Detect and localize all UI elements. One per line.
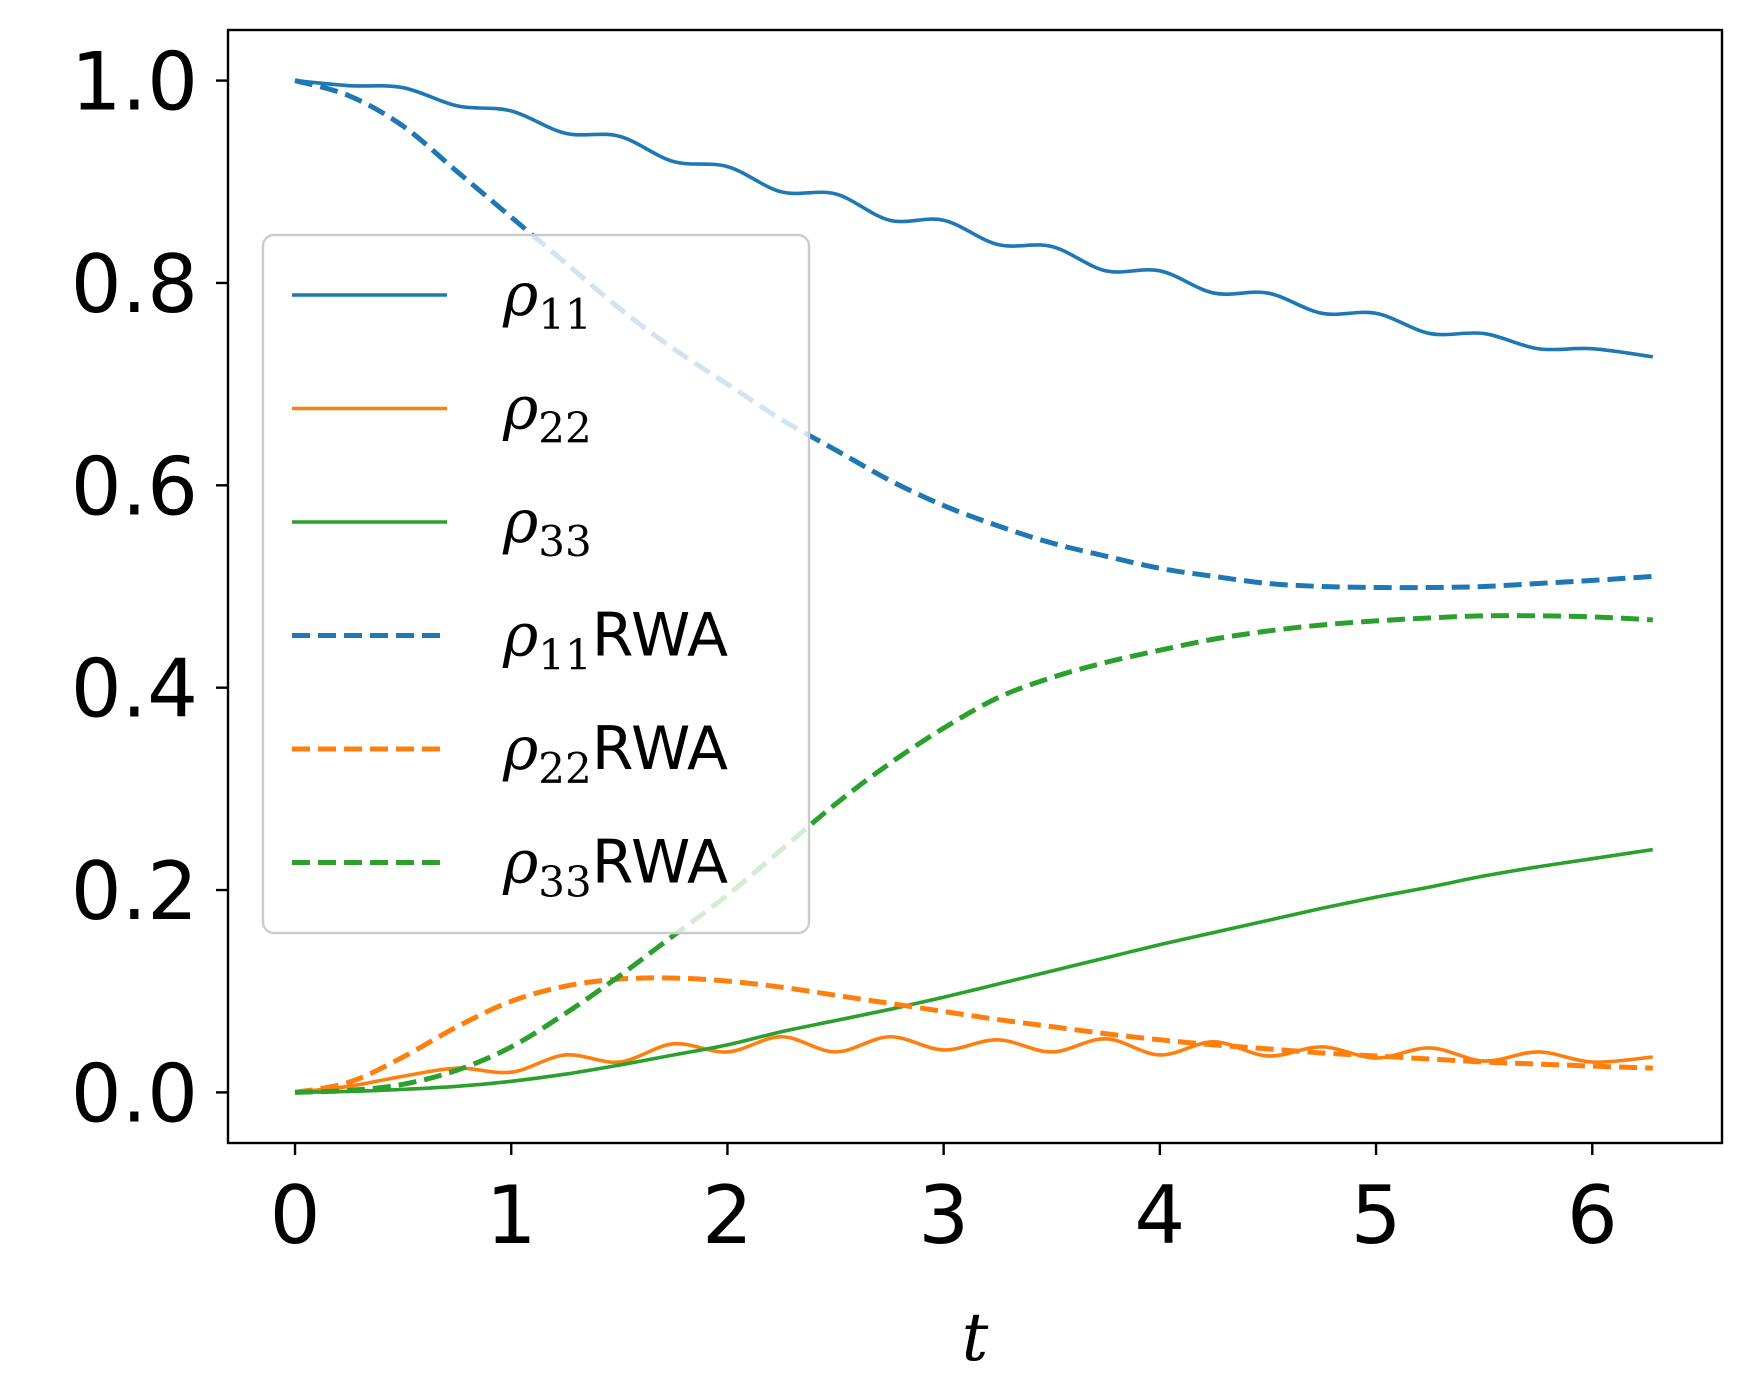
legend-rho-symbol: ρ — [502, 374, 538, 444]
series-line-11rwa-dashed — [294, 78, 1653, 591]
x-tick-label: 4 — [1134, 1169, 1185, 1262]
x-tick-label: 0 — [270, 1169, 321, 1262]
legend-subscript: 11 — [538, 290, 591, 339]
x-tick-label: 1 — [486, 1169, 537, 1262]
legend-entry: ρ11 — [292, 260, 592, 339]
legend-subscript: 22 — [538, 744, 591, 793]
legend-subscript: 33 — [538, 517, 591, 566]
legend-entry: ρ22 — [292, 374, 592, 453]
x-tick-label: 2 — [702, 1169, 753, 1262]
x-tick-label: 3 — [918, 1169, 969, 1262]
legend-rho-symbol: ρ — [502, 601, 538, 671]
legend-label: ρ33RWA — [502, 828, 728, 907]
series-line-11 — [294, 78, 1654, 359]
y-tick-label: 0.6 — [71, 440, 198, 533]
y-tick-label: 0.8 — [71, 238, 198, 331]
y-tick-label: 0.2 — [71, 845, 198, 938]
legend-subscript: 11 — [538, 631, 591, 680]
y-tick-label: 0.0 — [71, 1047, 198, 1140]
legend-rho-symbol: ρ — [502, 714, 538, 784]
legend-entry: ρ33RWA — [292, 828, 728, 907]
legend-suffix: RWA — [592, 714, 728, 784]
series-line-22rwa-dashed — [294, 975, 1653, 1095]
x-tick-label: 6 — [1567, 1169, 1618, 1262]
x-axis-label: t — [962, 1299, 989, 1376]
legend-entry: ρ11RWA — [292, 601, 728, 680]
legend-subscript: 33 — [538, 858, 591, 907]
legend-entry: ρ33 — [292, 487, 592, 566]
legend-label: ρ22RWA — [502, 714, 728, 793]
legend-rho-symbol: ρ — [502, 828, 538, 898]
series-line-33rwa-dashed — [294, 613, 1653, 1095]
legend-subscript: 22 — [538, 404, 591, 453]
legend-label: ρ33 — [502, 487, 592, 566]
y-tick-label: 0.4 — [71, 643, 198, 736]
series-layer — [294, 78, 1654, 1095]
series-line-22 — [294, 1034, 1653, 1095]
axes-frame — [226, 28, 1724, 1145]
legend-entry: ρ22RWA — [292, 714, 728, 793]
legend-rho-symbol: ρ — [502, 487, 538, 557]
y-axis-ticks: 0.0 0.2 0.4 0.6 0.8 1.0 — [71, 36, 228, 1140]
x-tick-label: 5 — [1351, 1169, 1402, 1262]
legend-suffix: RWA — [592, 828, 728, 898]
x-axis-ticks: 0 1 2 3 4 5 6 — [270, 1143, 1618, 1262]
legend-suffix: RWA — [592, 601, 728, 671]
legend-label: ρ22 — [502, 374, 592, 453]
y-tick-label: 1.0 — [71, 36, 198, 129]
series-line-33 — [294, 847, 1654, 1095]
legend-rho-symbol: ρ — [502, 260, 538, 330]
legend-label: ρ11RWA — [502, 601, 728, 680]
legend-label: ρ11 — [502, 260, 592, 339]
